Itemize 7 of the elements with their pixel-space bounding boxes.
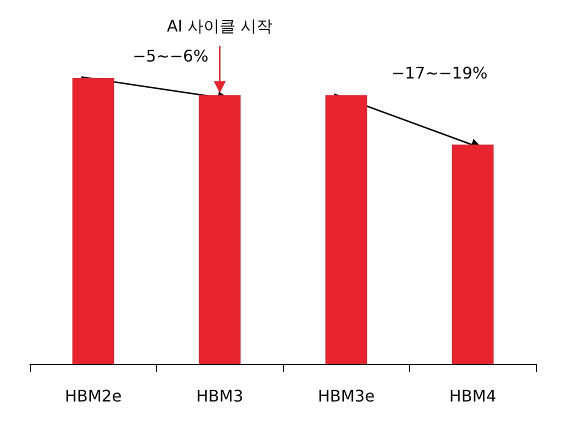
- annotation: −17~−19%: [391, 64, 488, 83]
- text: −5~−6%: [132, 46, 208, 66]
- x-tick-label: HBM4: [449, 386, 496, 406]
- x-tick-label: HBM3e: [318, 386, 375, 406]
- x-tick-label: HBM3: [196, 386, 244, 406]
- text: AI 사이클 시작: [166, 16, 273, 36]
- x-tick-label: HBM2e: [64, 386, 122, 406]
